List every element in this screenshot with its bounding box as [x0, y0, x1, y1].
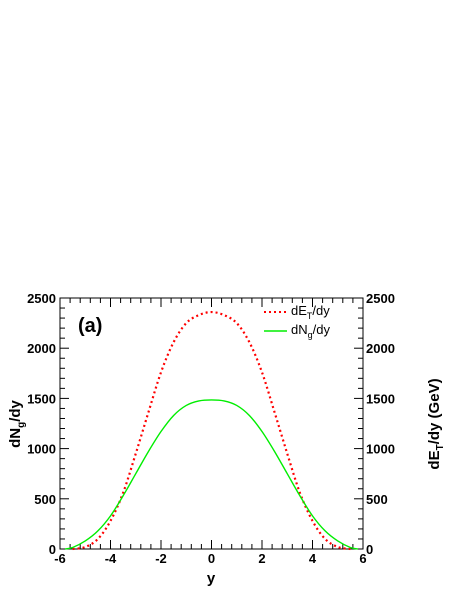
- y-tick-label-left: 1000: [27, 442, 56, 457]
- y-axis-title: dNg/dy: [7, 399, 27, 447]
- x-tick-label: 0: [208, 551, 215, 566]
- x-tick-label: 4: [309, 551, 317, 566]
- x-tick-label: -2: [155, 551, 167, 566]
- y-tick-label-right: 2500: [366, 291, 395, 306]
- axis-ticks: [59, 297, 364, 550]
- x-tick-label: 2: [258, 551, 265, 566]
- y-tick-label-left: 2500: [27, 291, 56, 306]
- x-tick-label: -4: [105, 551, 117, 566]
- data-curves: [64, 310, 359, 551]
- y2-axis-title: dET/dy (GeV): [426, 378, 446, 469]
- y-tick-label-left: 1500: [27, 391, 56, 406]
- panel-label: (a): [78, 315, 102, 337]
- x-axis-title: y: [207, 570, 216, 587]
- legend-label-det: dET/dy: [291, 303, 330, 321]
- y-tick-label-left: 500: [34, 492, 56, 507]
- y-tick-label-right: 1500: [366, 391, 395, 406]
- y-tick-label-left: 0: [49, 542, 56, 557]
- legend: dET/dy dNg/dy: [264, 303, 330, 340]
- y-tick-label-right: 0: [366, 542, 373, 557]
- y-tick-label-right: 500: [366, 492, 388, 507]
- y-tick-label-right: 1000: [366, 442, 395, 457]
- x-tick-label: -6: [54, 551, 66, 566]
- y-tick-label-left: 2000: [27, 341, 56, 356]
- x-tick-label: 6: [359, 551, 366, 566]
- series-line-dng: [64, 399, 359, 550]
- y-tick-label-right: 2000: [366, 341, 395, 356]
- series-line-det: [72, 310, 351, 551]
- legend-label-dng: dNg/dy: [291, 322, 330, 340]
